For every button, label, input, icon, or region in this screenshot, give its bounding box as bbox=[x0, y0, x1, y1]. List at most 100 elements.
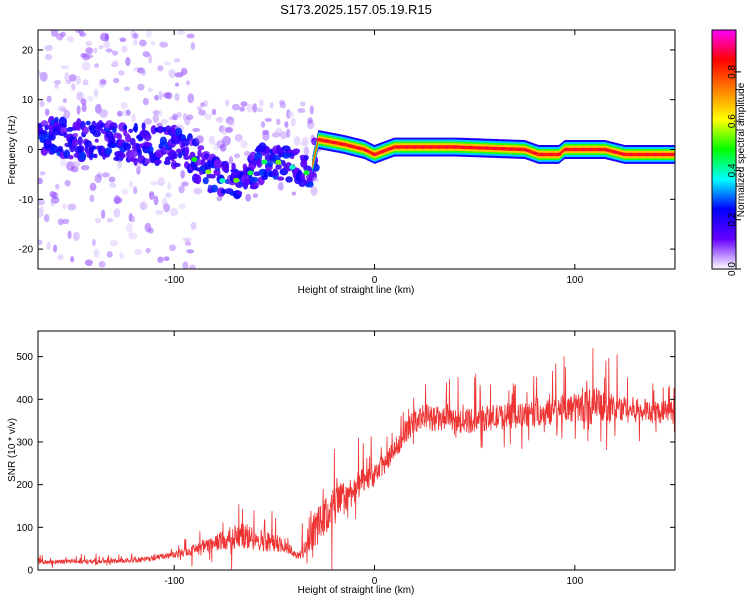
spectrogram-blob bbox=[243, 150, 251, 157]
colorbar-tick-label: 0.0 bbox=[727, 262, 738, 276]
spectrogram-blob bbox=[136, 161, 142, 171]
spectrogram-blob bbox=[63, 109, 71, 120]
spectrogram-ridge-peak bbox=[500, 147, 506, 151]
spectrogram-blob bbox=[66, 36, 75, 42]
spectrogram-blob bbox=[71, 160, 81, 167]
spectrogram-blob bbox=[69, 144, 76, 153]
spectrogram-blob bbox=[190, 221, 197, 230]
spectrogram-ridge-peak bbox=[636, 153, 642, 156]
spectrogram-y-label: Frequency (Hz) bbox=[7, 116, 18, 185]
colorbar-tick-label: 0.4 bbox=[727, 163, 738, 177]
spectrogram-blob bbox=[177, 30, 186, 36]
spectrogram-blob bbox=[72, 133, 79, 138]
spectrogram-blob bbox=[306, 181, 314, 188]
spectrogram-blob bbox=[123, 124, 128, 131]
spectrogram-blob bbox=[262, 131, 270, 141]
spectrogram-blob bbox=[297, 108, 306, 114]
spectrogram-blob bbox=[178, 203, 187, 210]
snr-y-label: SNR (10 * v/v) bbox=[7, 418, 18, 482]
spectrogram-blob bbox=[59, 127, 69, 134]
spectrogram-blob bbox=[75, 30, 81, 33]
spectrogram-blob bbox=[57, 105, 67, 112]
spectrogram-blob bbox=[38, 198, 46, 206]
spectrogram-blob bbox=[307, 117, 313, 124]
spectrogram-blob bbox=[39, 129, 48, 135]
spectrogram-blob bbox=[103, 40, 111, 49]
y-tick-label: 20 bbox=[22, 45, 34, 56]
spectrogram-blob bbox=[167, 182, 172, 190]
spectrogram-blob bbox=[240, 101, 248, 107]
spectrogram-ridge-peak bbox=[460, 145, 466, 149]
spectrogram-blob bbox=[91, 238, 96, 247]
spectrogram-ridge-peak bbox=[572, 148, 578, 151]
spectrogram-blob bbox=[101, 172, 110, 178]
spectrogram-blob bbox=[287, 111, 295, 118]
spectrogram-ridge-peak bbox=[516, 147, 522, 151]
snr-x-label: Height of straight line (km) bbox=[298, 585, 415, 596]
spectrogram-blob bbox=[252, 103, 257, 113]
spectrogram-blob bbox=[81, 61, 91, 71]
spectrogram-ridge-peak bbox=[323, 139, 329, 143]
spectrogram-ridge-peak bbox=[331, 141, 337, 144]
spectrogram-blob bbox=[38, 239, 43, 246]
spectrogram-ridge-peak bbox=[380, 150, 386, 153]
colorbar-tick-label: 0.8 bbox=[727, 64, 738, 78]
spectrogram-blob bbox=[204, 113, 212, 120]
spectrogram-blob bbox=[260, 121, 266, 128]
spectrogram-ridge-peak bbox=[588, 148, 594, 151]
spectrogram-blob bbox=[54, 83, 59, 89]
spectrogram-ridge-peak bbox=[420, 145, 426, 149]
spectrogram-blob bbox=[210, 184, 219, 193]
spectrogram-blob bbox=[113, 77, 120, 84]
spectrogram-blob bbox=[91, 145, 97, 150]
spectrogram-blob bbox=[178, 185, 185, 194]
spectrogram-blob bbox=[225, 126, 234, 133]
spectrogram-ridge-band bbox=[312, 135, 675, 170]
spectrogram-blob bbox=[231, 162, 236, 171]
spectrogram-blob bbox=[54, 79, 61, 85]
y-tick-label: 0 bbox=[27, 566, 33, 577]
spectrogram-blob bbox=[119, 252, 124, 259]
spectrogram-ridge-peak bbox=[476, 146, 482, 150]
spectrogram-blob bbox=[39, 205, 44, 212]
spectrogram-ridge-peak bbox=[396, 145, 402, 149]
spectrogram-blob bbox=[50, 196, 60, 204]
spectrogram-blob bbox=[93, 153, 98, 159]
spectrogram-blob bbox=[245, 193, 252, 202]
spectrogram-ridge-peak bbox=[644, 153, 650, 156]
spectrogram-x-ticks: -100 0 100 bbox=[164, 30, 584, 286]
spectrogram-ridge-peak bbox=[315, 138, 321, 141]
spectrogram-blob bbox=[219, 143, 227, 152]
spectrogram-blob bbox=[113, 195, 121, 205]
snr-line bbox=[38, 348, 675, 570]
spectrogram-blob bbox=[64, 179, 71, 187]
spectrogram-blob bbox=[121, 45, 128, 53]
spectrogram-blob bbox=[109, 240, 119, 247]
spectrogram-ridge-peak bbox=[205, 169, 212, 175]
x-tick-label: 100 bbox=[566, 275, 583, 286]
spectrogram-blob bbox=[165, 92, 173, 100]
spectrogram-blob bbox=[228, 156, 234, 165]
spectrogram-blob bbox=[94, 217, 102, 224]
spectrogram-blob bbox=[106, 251, 113, 258]
spectrogram-blob bbox=[146, 30, 152, 38]
spectrogram-blob bbox=[82, 79, 89, 86]
spectrogram-blob bbox=[117, 133, 123, 141]
spectrogram-blob bbox=[130, 215, 136, 223]
spectrogram-blob bbox=[142, 97, 149, 106]
y-tick-label: -10 bbox=[19, 195, 34, 206]
spectrogram-ridge-peak bbox=[652, 153, 658, 156]
spectrogram-blob bbox=[132, 186, 138, 195]
spectrogram-blob bbox=[148, 54, 153, 64]
spectrogram-blob bbox=[216, 195, 223, 202]
spectrogram-blob bbox=[67, 230, 72, 240]
spectrogram-blob bbox=[279, 131, 288, 139]
spectrogram-blob bbox=[93, 249, 100, 258]
spectrogram-blob bbox=[68, 155, 74, 160]
spectrogram-blob bbox=[125, 223, 134, 232]
spectrogram-blob bbox=[150, 125, 157, 135]
colorbar-ticks: 0.0 0.2 0.4 0.6 0.8 bbox=[727, 64, 741, 276]
spectrogram-blob bbox=[46, 95, 52, 103]
spectrogram-blob bbox=[291, 191, 297, 196]
spectrogram-blob bbox=[44, 53, 52, 61]
